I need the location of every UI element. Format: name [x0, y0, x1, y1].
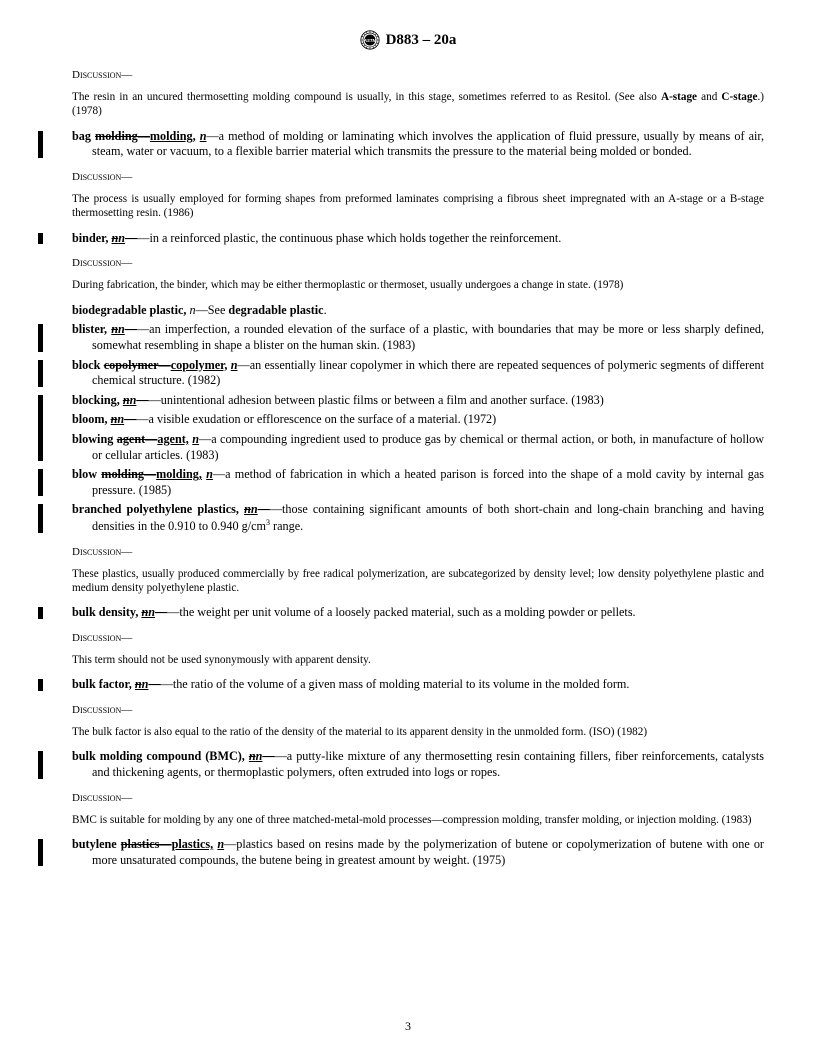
discussion-label: Discussion—	[72, 170, 764, 184]
discussion-label: Discussion—	[72, 545, 764, 559]
page-header: ASTM D883 – 20a	[52, 30, 764, 50]
discussion-label: Discussion—	[72, 256, 764, 270]
change-bar	[38, 131, 43, 158]
definition-entry: bloom, nn——a visible exudation or efflor…	[52, 412, 764, 428]
entry-text: biodegradable plastic, n—See degradable …	[72, 303, 764, 319]
grouped-entries: blocking, nn——unintentional adhesion bet…	[52, 393, 764, 463]
definition-entry: biodegradable plastic, n—See degradable …	[52, 303, 764, 319]
change-bar	[38, 751, 43, 778]
astm-logo-icon: ASTM	[360, 30, 380, 50]
entry-text: bloom, nn——a visible exudation or efflor…	[72, 412, 764, 428]
definition-entry: blowing agent—agent, n—a compounding ing…	[52, 432, 764, 463]
page: ASTM D883 – 20a Discussion— The resin in …	[0, 0, 816, 1056]
definition-entry: bulk density, nn——the weight per unit vo…	[52, 605, 764, 621]
entry-text: bulk density, nn——the weight per unit vo…	[72, 605, 764, 621]
definition-entry: butylene plastics—plastics, n—plastics b…	[52, 837, 764, 868]
change-bar	[38, 679, 43, 691]
entry-text: butylene plastics—plastics, n—plastics b…	[72, 837, 764, 868]
change-bar	[38, 469, 43, 496]
discussion-label: Discussion—	[72, 631, 764, 645]
definition-entry: blocking, nn——unintentional adhesion bet…	[52, 393, 764, 409]
definition-entry: branched polyethylene plastics, nn——thos…	[52, 502, 764, 534]
discussion-body: This term should not be used synonymousl…	[72, 653, 764, 667]
definition-entry: blow molding—molding, n—a method of fabr…	[52, 467, 764, 498]
discussion-body: During fabrication, the binder, which ma…	[72, 278, 764, 292]
discussion-body: BMC is suitable for molding by any one o…	[72, 813, 764, 827]
discussion-label: Discussion—	[72, 68, 764, 82]
definition-entry: bulk factor, nn——the ratio of the volume…	[52, 677, 764, 693]
change-bar	[38, 504, 43, 532]
discussion-body: The bulk factor is also equal to the rat…	[72, 725, 764, 739]
entry-text: bulk molding compound (BMC), nn——a putty…	[72, 749, 764, 780]
definition-entry: blister, nn——an imperfection, a rounded …	[52, 322, 764, 353]
change-bar	[38, 839, 43, 866]
definition-entry: block copolymer—copolymer, n—an essentia…	[52, 358, 764, 389]
definition-entry: binder, nn——in a reinforced plastic, the…	[52, 231, 764, 247]
definition-entry: bag molding—molding, n—a method of moldi…	[52, 129, 764, 160]
change-bar	[38, 607, 43, 619]
discussion-label: Discussion—	[72, 703, 764, 717]
discussion-label: Discussion—	[72, 791, 764, 805]
entry-text: blister, nn——an imperfection, a rounded …	[72, 322, 764, 353]
entry-text: binder, nn——in a reinforced plastic, the…	[72, 231, 764, 247]
content-body: Discussion— The resin in an uncured therm…	[52, 68, 764, 868]
change-bar	[38, 233, 43, 245]
change-bar	[38, 360, 43, 387]
discussion-body: The resin in an uncured thermosetting mo…	[72, 90, 764, 119]
entry-text: block copolymer—copolymer, n—an essentia…	[72, 358, 764, 389]
change-bar	[38, 324, 43, 351]
change-bar	[38, 395, 43, 461]
entry-text: bulk factor, nn——the ratio of the volume…	[72, 677, 764, 693]
entry-text: bag molding—molding, n—a method of moldi…	[72, 129, 764, 160]
page-number: 3	[0, 1019, 816, 1034]
entry-text: branched polyethylene plastics, nn——thos…	[72, 502, 764, 534]
entry-text: blowing agent—agent, n—a compounding ing…	[72, 432, 764, 463]
definition-entry: bulk molding compound (BMC), nn——a putty…	[52, 749, 764, 780]
entry-text: blow molding—molding, n—a method of fabr…	[72, 467, 764, 498]
discussion-body: The process is usually employed for form…	[72, 192, 764, 221]
entry-text: blocking, nn——unintentional adhesion bet…	[72, 393, 764, 409]
designation-title: D883 – 20a	[386, 32, 457, 49]
discussion-body: These plastics, usually produced commerc…	[72, 567, 764, 596]
svg-text:ASTM: ASTM	[362, 38, 376, 43]
